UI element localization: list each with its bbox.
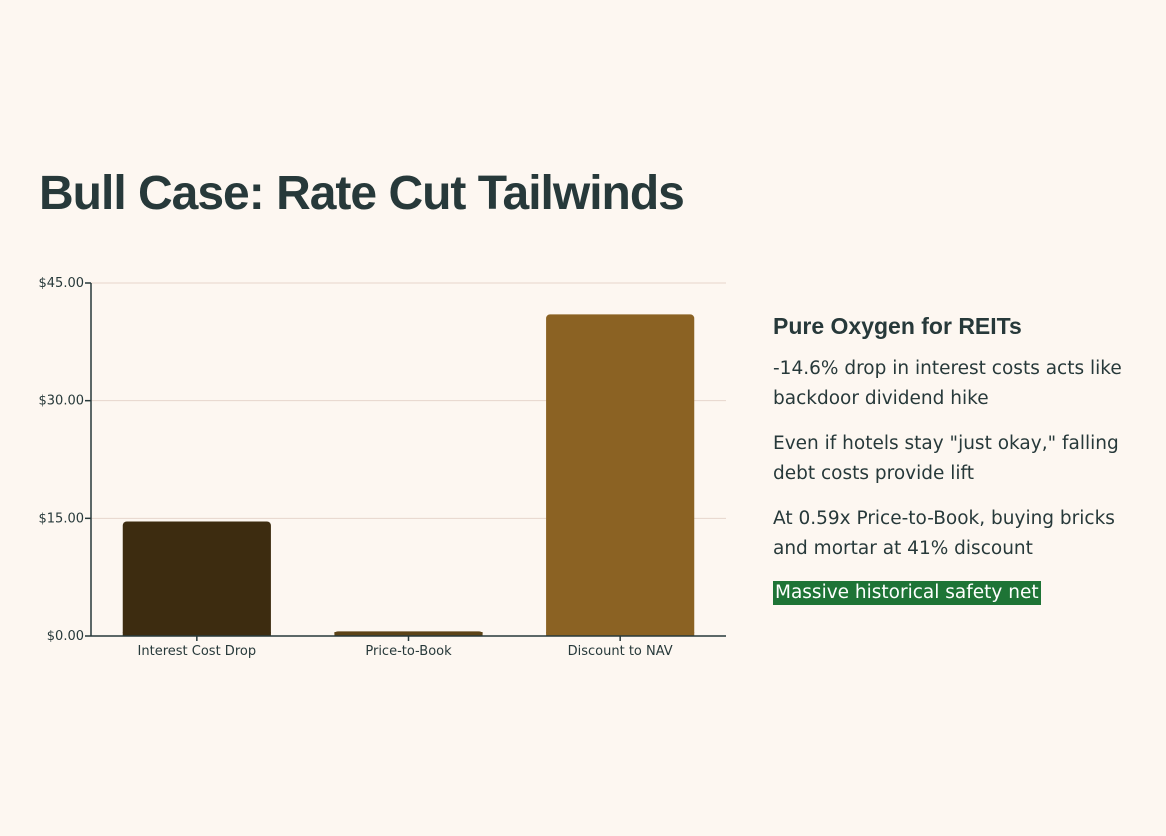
- page-title: Bull Case: Rate Cut Tailwinds: [39, 167, 685, 220]
- bar-chart: $0.00 $15.00 $30.00 $45.00 Interest Cost Dro…: [0, 265, 740, 665]
- y-tick-label: $0.00: [47, 629, 84, 644]
- bullet-interest-cost: -14.6% drop in interest costs acts like …: [773, 358, 1122, 409]
- category-label: Interest Cost Drop: [138, 644, 257, 659]
- insight-panel: Pure Oxygen for REITs -14.6% drop in int…: [773, 313, 1133, 605]
- bullet-debt-costs: Even if hotels stay "just okay," falling…: [773, 433, 1119, 484]
- bar: [122, 521, 271, 636]
- category-label: Price-to-Book: [365, 644, 452, 659]
- y-tick-label: $45.00: [39, 276, 85, 291]
- y-tick-label: $30.00: [39, 394, 85, 409]
- panel-heading: Pure Oxygen for REITs: [773, 313, 1022, 339]
- bar-chart-svg: $0.00 $15.00 $30.00 $45.00 Interest Cost Dro…: [39, 276, 726, 659]
- bar-base: [546, 632, 695, 636]
- category-label: Discount to NAV: [568, 644, 673, 659]
- safety-net-highlight: Massive historical safety net: [773, 581, 1041, 605]
- bar-base: [334, 632, 483, 636]
- bar: [546, 314, 695, 636]
- y-tick-label: $15.00: [39, 511, 85, 526]
- bar-base: [122, 632, 271, 636]
- bullet-price-to-book: At 0.59x Price-to-Book, buying bricks an…: [773, 508, 1115, 559]
